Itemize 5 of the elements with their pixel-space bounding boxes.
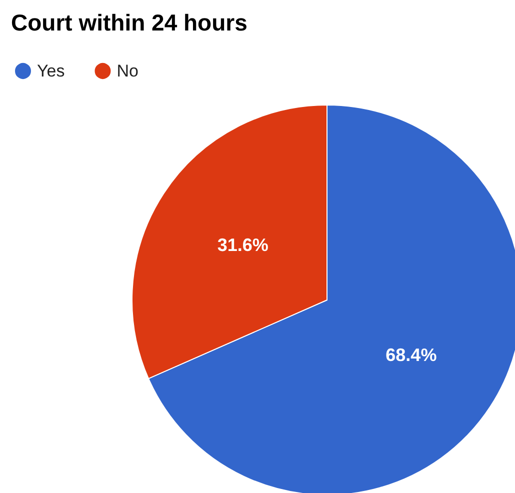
data-label: 31.6% [217,235,268,256]
legend-label: No [116,62,138,80]
chart-title: Court within 24 hours [11,10,248,36]
legend-label: Yes [37,62,65,80]
data-label: 68.4% [386,344,437,365]
